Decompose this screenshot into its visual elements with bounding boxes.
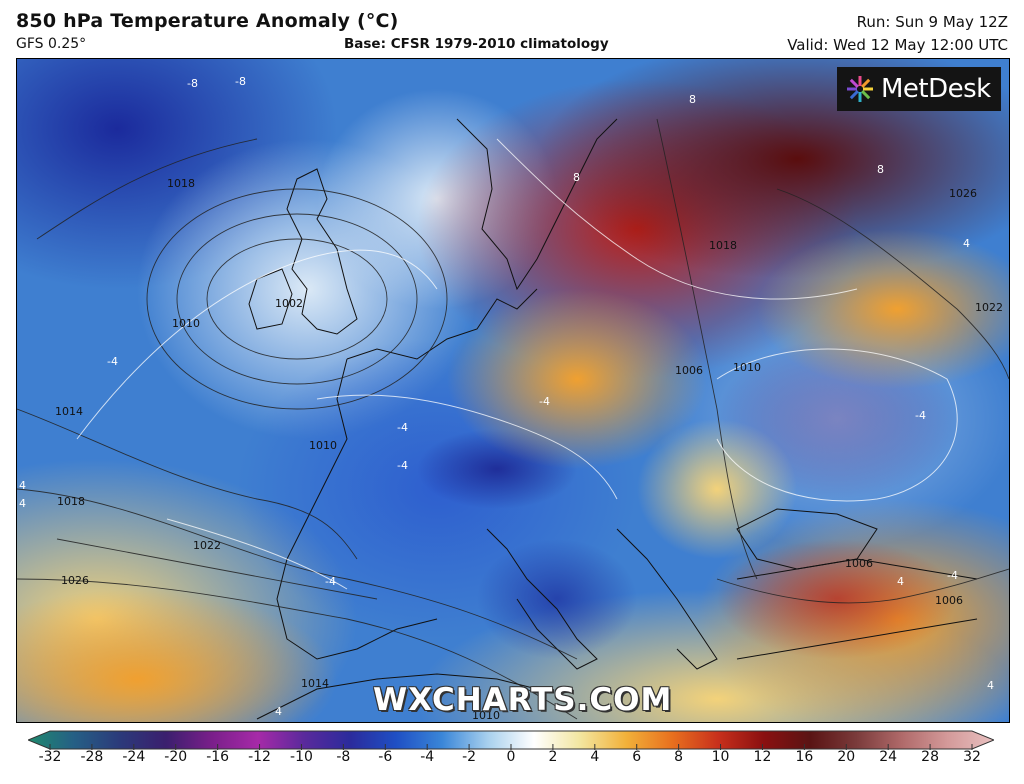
colorbar-tick-label: 0 [506,749,516,765]
isobar-label: 1022 [975,301,1003,314]
anomaly-label: 4 [275,705,282,718]
anomaly-label: 8 [573,171,580,184]
colorbar-tick-label: 2 [548,749,558,765]
colorbar-tick-label: 16 [795,749,814,765]
anomaly-label: 4 [19,497,26,510]
colorbar-tick-label: -2 [462,749,477,765]
anomaly-label: 8 [689,93,696,106]
colorbar-tick-label: -10 [290,749,313,765]
colorbar-tick-label: -6 [378,749,393,765]
anomaly-label: 4 [897,575,904,588]
anomaly-label: -4 [915,409,926,422]
metdesk-logo: MetDesk [837,67,1001,111]
isobar-label: 1010 [472,709,500,722]
isobar-label: 1010 [309,439,337,452]
isobar-label: 1006 [675,364,703,377]
isobars [17,118,1009,720]
colorbar-tick-label: 28 [921,749,939,765]
colorbar-tick-label: 24 [879,749,898,765]
model-label: GFS 0.25° [16,36,87,52]
anomaly-label: -4 [947,569,958,582]
chart-title: 850 hPa Temperature Anomaly (°C) [16,10,399,32]
anomaly-map: 1018 1010 1002 1014 1010 1018 1022 1026 … [17,59,1009,722]
coastlines [248,118,978,720]
anomaly-label: -4 [107,355,118,368]
map-panel: 1018 1010 1002 1014 1010 1018 1022 1026 … [16,58,1010,723]
colorbar-labels: -32 -28 -24 -20 -16 -12 -10 -8 -6 -4 -2 0 2 4 6 8 10 12 16… [28,749,994,771]
isobar-label: 1006 [845,557,873,570]
isobar-label: 1014 [55,405,83,418]
anomaly-contours [76,138,958,590]
colorbar-tick-label: -12 [248,749,271,765]
anomaly-label: -4 [325,575,336,588]
colorbar-tick-label: 20 [837,749,856,765]
colorbar-tick-label: 10 [711,749,730,765]
colorbar-tick-label: -32 [38,749,62,765]
isobar-label: 1026 [61,574,89,587]
isobar-label: 1018 [57,495,85,508]
isobar-label: 1002 [275,297,303,310]
isobar-label: 1014 [301,677,329,690]
metdesk-logo-text: MetDesk [881,74,991,104]
run-time: Run: Sun 9 May 12Z [856,13,1008,31]
colorbar-scale [26,730,996,750]
isobar-label: 1026 [949,187,977,200]
anomaly-label: -4 [397,459,408,472]
colorbar [26,730,996,750]
colorbar-tick-label: -28 [80,749,104,765]
isobar-label: 1018 [167,177,195,190]
colorbar-tick-label: -8 [336,749,351,765]
isobar-label: 1022 [193,539,221,552]
anomaly-label: 4 [987,679,994,692]
anomaly-label: -4 [397,421,408,434]
colorbar-tick-label: 32 [963,749,981,765]
colorbar-tick-label: 6 [632,749,642,765]
colorbar-tick-label: 8 [674,749,684,765]
anomaly-label: -8 [187,77,198,90]
colorbar-tick-label: -4 [420,749,435,765]
wxcharts-watermark: WXCHARTS.COM [373,682,673,718]
colorbar-tick-label: -20 [164,749,188,765]
colorbar-tick-label: -16 [206,749,230,765]
colorbar-tick-label: 12 [753,749,772,765]
valid-time: Valid: Wed 12 May 12:00 UTC [787,36,1008,54]
isobar-label: 1006 [935,594,963,607]
isobar-label: 1010 [733,361,761,374]
isobar-label: 1010 [172,317,200,330]
anomaly-label: 8 [877,163,884,176]
anomaly-label: -8 [235,75,246,88]
climatology-base: Base: CFSR 1979-2010 climatology [344,36,609,52]
anomaly-label: -4 [539,395,550,408]
colorbar-tick-label: -24 [122,749,146,765]
anomaly-label: 4 [19,479,26,492]
metdesk-star-icon [847,76,873,102]
colorbar-tick-label: 4 [590,749,600,765]
anomaly-label: 4 [963,237,970,250]
isobar-label: 1018 [709,239,737,252]
